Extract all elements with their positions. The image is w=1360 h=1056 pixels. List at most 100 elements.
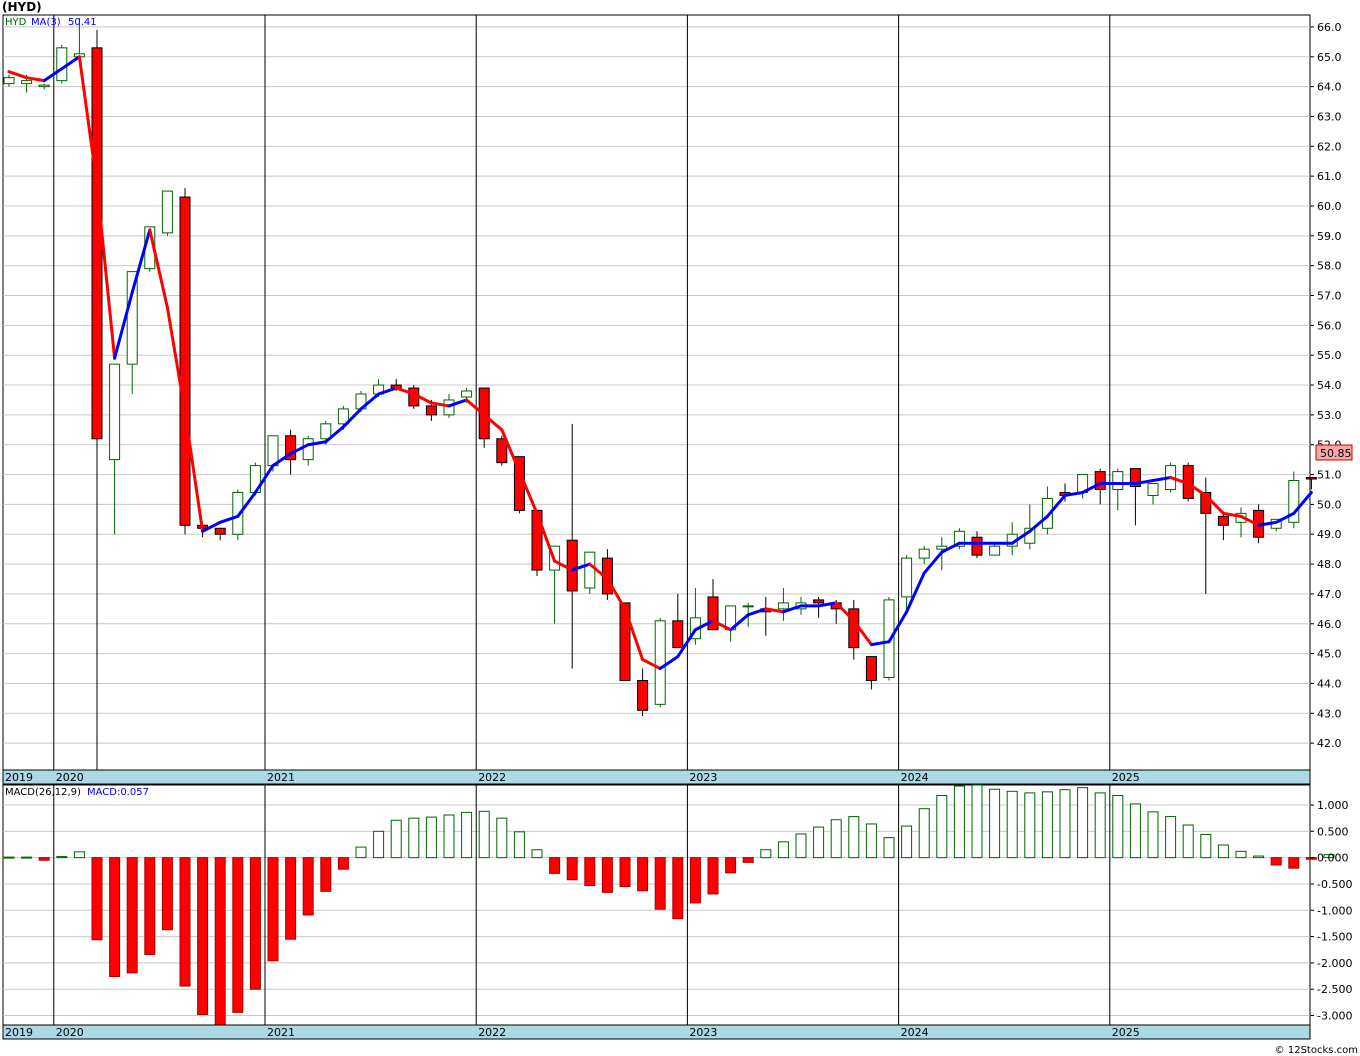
price-tick-label: 59.0 bbox=[1317, 230, 1342, 243]
macd-bar bbox=[777, 841, 789, 859]
macd-bar bbox=[813, 826, 825, 859]
ma-segment bbox=[1169, 476, 1190, 486]
macd-bar bbox=[249, 857, 261, 990]
macd-tick-label: -1.500 bbox=[1317, 931, 1352, 944]
price-tick-label: 56.0 bbox=[1317, 319, 1342, 332]
price-tick-label: 50.0 bbox=[1317, 498, 1342, 511]
x-tick-label: 2021 bbox=[267, 1026, 295, 1039]
price-tick-label: 61.0 bbox=[1317, 170, 1342, 183]
price-tick-label: 55.0 bbox=[1317, 349, 1342, 362]
macd-bar bbox=[1270, 857, 1282, 866]
macd-bar bbox=[355, 846, 367, 859]
price-tick-label: 65.0 bbox=[1317, 51, 1342, 64]
price-tick-label: 54.0 bbox=[1317, 379, 1342, 392]
last-price-box bbox=[1315, 444, 1353, 461]
ma-segment bbox=[781, 604, 803, 614]
candle-body bbox=[109, 363, 121, 461]
ma-segment bbox=[1292, 490, 1313, 515]
price-tick-label: 66.0 bbox=[1317, 21, 1342, 34]
macd-bar bbox=[285, 857, 297, 940]
x-tick-label: 2019 bbox=[5, 771, 33, 784]
candle-body bbox=[1112, 471, 1124, 490]
x-tick-label: 2019 bbox=[5, 1026, 33, 1039]
macd-bars bbox=[3, 784, 1335, 1026]
macd-bar bbox=[672, 857, 684, 920]
ma-segment bbox=[905, 571, 926, 614]
macd-bar bbox=[830, 819, 842, 859]
macd-bar bbox=[953, 785, 965, 859]
candle-body bbox=[883, 599, 895, 678]
macd-bar bbox=[38, 857, 50, 861]
ma-segment bbox=[500, 428, 521, 474]
ma-segment bbox=[1257, 520, 1278, 527]
legend-ma-value: 50.41 bbox=[68, 17, 97, 28]
ma-segment bbox=[676, 628, 697, 659]
ma-segment bbox=[1010, 529, 1032, 545]
candle-body bbox=[654, 620, 666, 705]
ma-segment bbox=[412, 392, 433, 405]
ma-segment bbox=[658, 655, 680, 671]
ma-segment bbox=[341, 407, 363, 429]
ma-segment bbox=[834, 601, 856, 623]
ma-segment bbox=[148, 228, 169, 309]
ma-segment bbox=[1045, 493, 1067, 518]
macd-y-axis: -3.000 -2.500 -2.000 -1.500 -1.000 -0.500 0.00… bbox=[1310, 799, 1352, 1023]
price-y-axis: 42.0 43.0 44.0 45.0 46.0 47.0 48.0 49.0 50.0 51.0… bbox=[1310, 21, 1342, 750]
macd-bar bbox=[1094, 792, 1106, 859]
ma-segment bbox=[465, 398, 486, 417]
macd-bar bbox=[1253, 855, 1265, 859]
macd-bar bbox=[1059, 789, 1071, 859]
price-tick-label: 57.0 bbox=[1317, 290, 1342, 303]
macd-bar bbox=[1235, 850, 1247, 859]
candle-body bbox=[496, 438, 508, 464]
ma-segment bbox=[535, 511, 557, 563]
macd-bar bbox=[549, 857, 561, 874]
ma-segment bbox=[60, 55, 81, 71]
macd-bar bbox=[584, 857, 596, 887]
ma-segment bbox=[852, 619, 873, 647]
ma-segment bbox=[482, 413, 504, 432]
macd-tick-label: 0.500 bbox=[1317, 825, 1349, 838]
ma-segment bbox=[1133, 479, 1155, 486]
ma-segment bbox=[641, 658, 662, 671]
ma-segment bbox=[1081, 482, 1102, 494]
macd-bar bbox=[161, 857, 173, 931]
candle-body bbox=[918, 548, 930, 559]
candle-body bbox=[38, 84, 50, 88]
macd-bar bbox=[865, 823, 877, 859]
macd-bar bbox=[267, 857, 279, 962]
macd-bar bbox=[848, 816, 860, 859]
macd-bar bbox=[21, 856, 33, 859]
x-tick-label: 2025 bbox=[1112, 771, 1140, 784]
macd-bar bbox=[126, 857, 138, 974]
candle-body bbox=[865, 656, 877, 681]
macd-bar bbox=[1006, 790, 1018, 859]
candle-body bbox=[425, 405, 437, 416]
candle-body bbox=[1094, 471, 1106, 490]
ma-segment bbox=[711, 619, 733, 632]
last-price-label: 50.85 bbox=[1320, 447, 1352, 460]
ma-segment bbox=[517, 470, 539, 515]
ma-segment bbox=[377, 386, 398, 396]
ma-segment bbox=[429, 401, 451, 408]
macd-bar bbox=[989, 788, 1001, 859]
price-tick-label: 62.0 bbox=[1317, 140, 1342, 153]
price-tick-label: 49.0 bbox=[1317, 528, 1342, 541]
price-candles bbox=[3, 17, 1317, 770]
x-tick-label: 2022 bbox=[478, 1026, 506, 1039]
candle-body bbox=[672, 620, 684, 649]
ma-segment bbox=[693, 619, 715, 632]
ma-segment bbox=[359, 392, 381, 411]
macd-bar bbox=[1147, 811, 1159, 859]
price-moving-average bbox=[7, 55, 1313, 671]
ma-segment bbox=[7, 70, 29, 80]
x-tick-label: 2023 bbox=[689, 1026, 717, 1039]
macd-bar bbox=[1041, 791, 1053, 859]
macd-bar bbox=[408, 817, 420, 859]
ma-segment bbox=[183, 410, 205, 533]
ma-segment bbox=[605, 577, 627, 611]
candle-body bbox=[742, 605, 754, 608]
ma-segment bbox=[869, 640, 891, 647]
candle-body bbox=[953, 530, 965, 547]
candle-body bbox=[56, 47, 68, 82]
